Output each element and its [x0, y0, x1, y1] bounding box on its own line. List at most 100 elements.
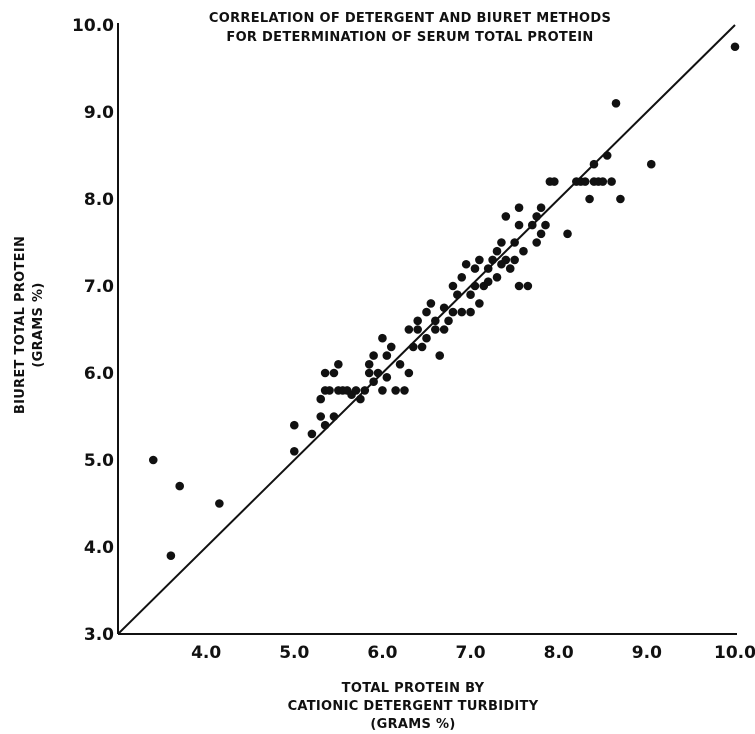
data-point	[585, 194, 594, 204]
data-point	[457, 307, 467, 317]
data-point	[492, 273, 502, 282]
data-point	[435, 351, 445, 360]
data-points	[148, 42, 740, 560]
data-point	[356, 394, 365, 404]
data-point	[461, 259, 471, 269]
y-tick-label: 3.0	[84, 625, 114, 645]
data-point	[351, 386, 361, 395]
identity-line	[117, 24, 736, 635]
x-tick-label: 10.0	[714, 643, 755, 663]
chart-title-line-1: CORRELATION OF DETERGENT AND BIURET METH…	[209, 11, 611, 26]
x-axis-label-line-1: TOTAL PROTEIN BY	[342, 681, 485, 696]
data-point	[580, 177, 590, 186]
data-point	[448, 307, 458, 317]
data-point	[488, 255, 497, 265]
y-tick-label: 6.0	[84, 364, 114, 384]
data-point	[607, 177, 616, 186]
data-point	[602, 151, 612, 160]
x-tick-label: 9.0	[632, 643, 662, 663]
data-point	[514, 203, 524, 212]
x-tick-label: 7.0	[456, 643, 486, 663]
data-point	[364, 368, 374, 378]
data-point	[378, 386, 387, 395]
y-axis-label-line-1: BIURET TOTAL PROTEIN	[13, 236, 28, 414]
data-point	[426, 299, 436, 308]
data-point	[501, 255, 511, 265]
data-point	[611, 99, 621, 108]
x-tick-label: 6.0	[367, 643, 397, 663]
data-point	[413, 316, 422, 326]
data-point	[448, 281, 458, 291]
data-point	[400, 386, 409, 395]
data-point	[444, 316, 453, 326]
data-point	[514, 281, 524, 291]
y-tick-label: 8.0	[84, 190, 114, 210]
y-axis-label-line-2: (GRAMS %)	[31, 282, 46, 367]
data-point	[148, 455, 158, 465]
data-point	[320, 420, 330, 430]
data-point	[175, 481, 184, 491]
y-tick-label: 9.0	[84, 103, 114, 123]
data-point	[536, 229, 546, 239]
data-point	[523, 281, 533, 291]
data-point	[382, 351, 392, 360]
data-point	[422, 333, 431, 343]
identity-line-segment	[117, 24, 736, 635]
data-point	[730, 42, 740, 52]
data-point	[536, 203, 546, 212]
x-tick-label: 5.0	[279, 643, 309, 663]
data-point	[483, 264, 493, 273]
data-point	[422, 307, 431, 317]
data-point	[166, 551, 176, 560]
data-point	[519, 246, 528, 256]
data-point	[382, 373, 392, 382]
data-point	[514, 220, 524, 230]
y-tick-label: 4.0	[84, 538, 114, 558]
data-point	[532, 212, 541, 221]
data-point	[646, 159, 656, 169]
data-point	[289, 420, 299, 430]
x-axis-label-line-3: (GRAMS %)	[370, 717, 455, 732]
data-point	[408, 342, 418, 352]
y-tick-label: 7.0	[84, 277, 114, 297]
x-tick-label: 4.0	[191, 643, 221, 663]
data-point	[431, 325, 440, 334]
data-point	[532, 238, 541, 247]
y-tick-label: 5.0	[84, 451, 114, 471]
data-point	[505, 264, 515, 273]
x-axis-label: TOTAL PROTEIN BY CATIONIC DETERGENT TURB…	[288, 681, 539, 732]
data-point	[497, 238, 506, 247]
data-point	[510, 238, 519, 247]
data-point	[369, 377, 378, 387]
tick-labels: 4.0 5.0 6.0 7.0 8.0 9.0 10.0 3.0 4.0 5.0 6.0 7.0 8.0…	[72, 16, 755, 663]
data-point	[483, 277, 493, 286]
data-point	[369, 351, 378, 360]
chart-axes	[117, 23, 737, 635]
data-point	[453, 290, 462, 300]
data-point	[395, 360, 405, 369]
data-point	[510, 255, 519, 265]
data-point	[616, 194, 625, 204]
data-point	[563, 229, 572, 239]
data-point	[598, 177, 608, 186]
data-point	[320, 368, 330, 378]
data-point	[589, 159, 599, 169]
chart-title-line-2: FOR DETERMINATION OF SERUM TOTAL PROTEIN	[226, 30, 593, 45]
data-point	[360, 386, 370, 395]
data-point	[470, 281, 480, 291]
data-point	[550, 177, 559, 186]
x-tick-label: 8.0	[544, 643, 574, 663]
data-point	[492, 246, 502, 256]
data-point	[316, 412, 326, 421]
data-point	[439, 303, 449, 313]
chart-title: CORRELATION OF DETERGENT AND BIURET METH…	[209, 11, 611, 45]
data-point	[527, 220, 537, 230]
data-point	[439, 325, 449, 334]
data-point	[329, 368, 339, 378]
data-point	[334, 360, 343, 369]
data-point	[475, 255, 484, 265]
data-point	[417, 342, 427, 352]
data-point	[378, 333, 387, 343]
